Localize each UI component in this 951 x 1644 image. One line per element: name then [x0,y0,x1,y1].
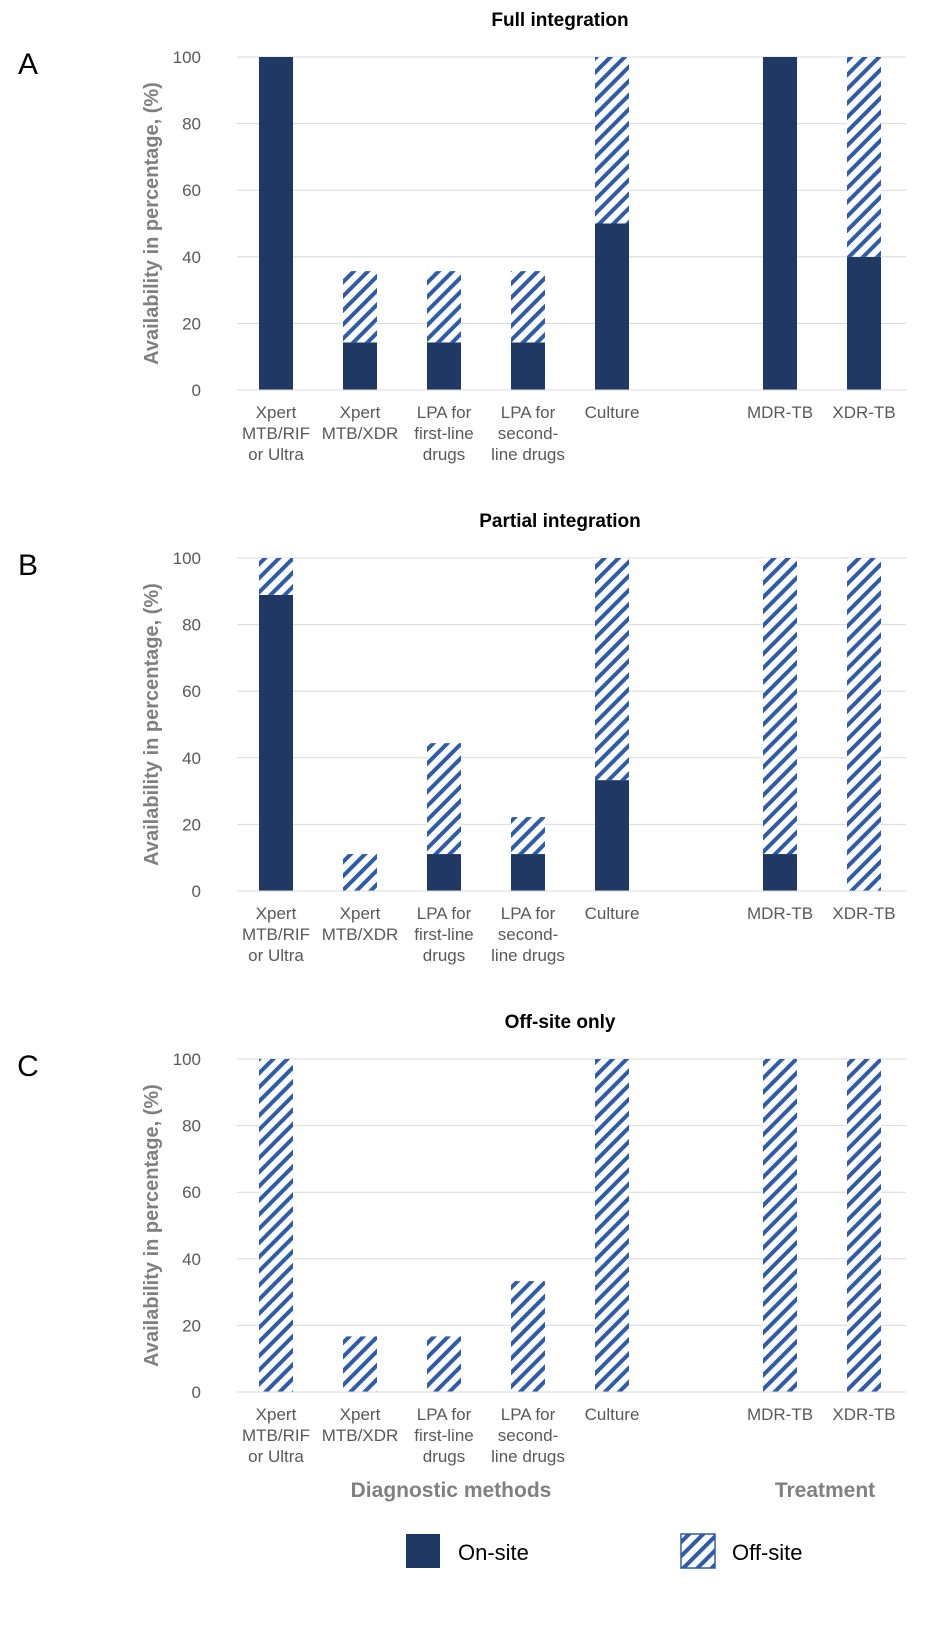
y-axis-title: Availability in percentage, (%) [141,1084,163,1367]
y-tick-label: 60 [182,682,201,701]
bar-on-site [427,854,461,891]
bar-off-site [763,1059,797,1392]
bar-off-site [343,271,377,343]
x-tick-label: MDR-TB [747,1405,813,1424]
bar-off-site [343,1336,377,1392]
category-group-label: Diagnostic methods [351,1479,552,1502]
y-tick-label: 0 [192,381,201,400]
legend-swatch-on-site [406,1534,440,1568]
y-tick-label: 80 [182,115,201,134]
x-tick-label: XDR-TB [832,1405,895,1424]
panel-title: Full integration [491,10,628,31]
bar-on-site [763,57,797,390]
x-tick-label: Xpert MTB/XDR [322,904,399,944]
panel-letter: B [18,549,38,582]
x-tick-label: LPA for second-line drugs [491,403,565,464]
bar-on-site [427,342,461,390]
y-axis-title: Availability in percentage, (%) [141,583,163,866]
x-tick-label: LPA for first-line drugs [414,403,474,464]
x-tick-label: Xpert MTB/RIF or Ultra [242,904,310,965]
x-tick-label: Culture [585,1405,640,1424]
bar-on-site [595,780,629,891]
panel-letter: A [18,48,38,81]
x-tick-label: LPA for first-line drugs [414,1405,474,1466]
legend-swatch-off-site [680,1533,716,1569]
bar-on-site [511,342,545,390]
panel-title: Partial integration [479,511,641,532]
y-tick-label: 40 [182,248,201,267]
x-tick-label: XDR-TB [832,403,895,422]
y-tick-label: 0 [192,1383,201,1402]
y-tick-label: 100 [173,48,201,67]
panel-a: A Full integration 0 20 40 60 80 100 Availabilit… [18,10,906,464]
bar-off-site [511,817,545,855]
y-tick-label: 20 [182,1316,201,1335]
x-tick-label: Xpert MTB/RIF or Ultra [242,1405,310,1466]
bar-on-site [259,57,293,390]
y-tick-label: 20 [182,815,201,834]
bar-on-site [595,223,629,390]
panel-b: B Partial integration 0 20 40 60 80 100 Availabi… [18,511,906,965]
bar-off-site [595,57,629,224]
panel-letter: C [17,1050,39,1083]
x-tick-label: Xpert MTB/RIF or Ultra [242,403,310,464]
x-tick-label: Xpert MTB/XDR [322,1405,399,1445]
x-tick-label: LPA for second-line drugs [491,904,565,965]
bar-off-site [427,743,461,855]
bar-off-site [259,558,293,595]
bar-on-site [259,594,293,891]
bar-off-site [427,271,461,343]
x-tick-label: Xpert MTB/XDR [322,403,399,443]
y-tick-label: 100 [173,1050,201,1069]
y-tick-label: 40 [182,749,201,768]
y-tick-label: 60 [182,181,201,200]
bar-off-site [847,558,881,891]
bar-off-site [511,271,545,343]
y-tick-label: 80 [182,1117,201,1136]
bar-on-site [847,256,881,390]
y-tick-label: 80 [182,616,201,635]
panel-title: Off-site only [505,1012,616,1033]
y-tick-label: 60 [182,1183,201,1202]
x-tick-label: Culture [585,403,640,422]
bar-off-site [343,854,377,891]
x-tick-label: Culture [585,904,640,923]
bar-off-site [763,558,797,855]
y-tick-label: 20 [182,314,201,333]
x-tick-label: MDR-TB [747,403,813,422]
y-tick-label: 0 [192,882,201,901]
legend-label: Off-site [732,1540,803,1565]
legend: On-site Off-site [406,1533,803,1569]
bar-off-site [847,57,881,257]
category-group-label: Treatment [775,1479,875,1502]
bar-off-site [847,1059,881,1392]
legend-label: On-site [458,1540,529,1565]
x-tick-label: XDR-TB [832,904,895,923]
bar-off-site [427,1336,461,1392]
y-axis-title: Availability in percentage, (%) [141,82,163,365]
bar-off-site [511,1281,545,1392]
bar-off-site [259,1059,293,1392]
y-tick-label: 40 [182,1250,201,1269]
bar-on-site [763,854,797,891]
x-tick-label: LPA for second-line drugs [491,1405,565,1466]
bar-on-site [511,854,545,891]
bar-on-site [343,342,377,390]
bar-off-site [595,558,629,781]
y-tick-label: 100 [173,549,201,568]
panel-c: C Off-site only 0 20 40 60 80 100 Availability i… [17,1012,906,1466]
bar-off-site [595,1059,629,1392]
x-tick-label: LPA for first-line drugs [414,904,474,965]
x-tick-label: MDR-TB [747,904,813,923]
